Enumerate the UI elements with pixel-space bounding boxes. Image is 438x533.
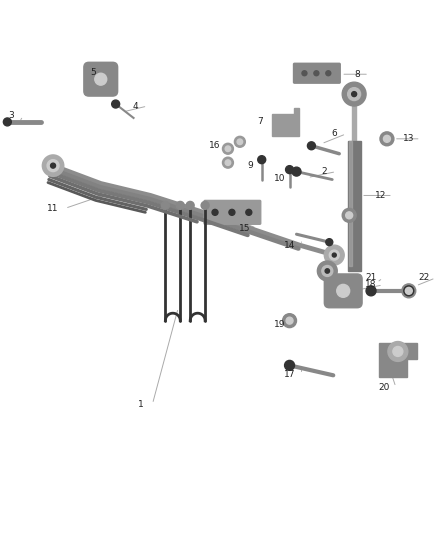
- Circle shape: [229, 209, 235, 215]
- Circle shape: [212, 209, 218, 215]
- Text: 15: 15: [239, 224, 251, 233]
- Circle shape: [388, 342, 408, 361]
- Circle shape: [348, 87, 360, 101]
- Circle shape: [325, 269, 329, 273]
- Circle shape: [47, 160, 59, 172]
- Circle shape: [332, 253, 336, 257]
- Circle shape: [302, 71, 307, 76]
- Text: 19: 19: [274, 320, 286, 329]
- Text: 3: 3: [8, 111, 14, 120]
- Polygon shape: [349, 141, 352, 266]
- Circle shape: [186, 201, 194, 209]
- Text: 18: 18: [365, 280, 377, 289]
- FancyBboxPatch shape: [324, 274, 362, 308]
- Circle shape: [342, 82, 366, 106]
- Circle shape: [246, 209, 252, 215]
- Circle shape: [326, 239, 333, 246]
- Circle shape: [285, 360, 294, 370]
- Circle shape: [237, 139, 243, 144]
- Text: 12: 12: [375, 191, 387, 200]
- Circle shape: [329, 250, 339, 260]
- Circle shape: [326, 71, 331, 76]
- Circle shape: [286, 317, 293, 324]
- Circle shape: [234, 136, 245, 147]
- Circle shape: [225, 146, 231, 151]
- Text: 6: 6: [332, 130, 337, 139]
- Text: 20: 20: [378, 383, 390, 392]
- Circle shape: [4, 118, 11, 126]
- Circle shape: [337, 285, 350, 297]
- Text: 14: 14: [284, 240, 295, 249]
- FancyBboxPatch shape: [204, 200, 261, 224]
- Circle shape: [318, 261, 337, 281]
- Text: 13: 13: [403, 134, 414, 143]
- Circle shape: [225, 160, 231, 165]
- Circle shape: [346, 212, 353, 219]
- Text: 2: 2: [321, 167, 327, 176]
- Text: 16: 16: [209, 141, 221, 150]
- Text: 17: 17: [284, 370, 295, 379]
- Circle shape: [393, 346, 403, 357]
- Circle shape: [201, 201, 209, 209]
- Circle shape: [286, 166, 293, 174]
- Circle shape: [402, 284, 416, 298]
- Text: 22: 22: [418, 273, 429, 282]
- Polygon shape: [348, 141, 360, 271]
- Polygon shape: [272, 108, 300, 136]
- Circle shape: [342, 208, 356, 222]
- Polygon shape: [352, 106, 357, 151]
- Circle shape: [112, 100, 120, 108]
- Polygon shape: [379, 343, 417, 377]
- Circle shape: [322, 265, 333, 277]
- Circle shape: [223, 143, 233, 154]
- FancyBboxPatch shape: [84, 62, 118, 96]
- Circle shape: [161, 201, 170, 209]
- Circle shape: [95, 73, 107, 85]
- Circle shape: [50, 163, 56, 168]
- Circle shape: [405, 287, 412, 294]
- Text: 8: 8: [354, 70, 360, 79]
- Text: 9: 9: [247, 161, 253, 170]
- Circle shape: [42, 154, 64, 177]
- Text: 21: 21: [365, 273, 377, 282]
- Circle shape: [258, 156, 266, 164]
- Text: 1: 1: [138, 400, 143, 409]
- Text: 5: 5: [90, 68, 95, 77]
- Circle shape: [314, 71, 319, 76]
- Circle shape: [366, 286, 376, 296]
- Circle shape: [324, 245, 344, 265]
- Circle shape: [404, 286, 414, 296]
- Circle shape: [292, 167, 301, 176]
- Text: 11: 11: [47, 204, 59, 213]
- Text: 10: 10: [274, 174, 286, 183]
- Circle shape: [380, 132, 394, 146]
- FancyBboxPatch shape: [293, 63, 340, 83]
- Text: 4: 4: [133, 101, 138, 110]
- Circle shape: [307, 142, 315, 150]
- Circle shape: [283, 314, 297, 328]
- Circle shape: [176, 201, 184, 209]
- Circle shape: [352, 92, 357, 96]
- Text: 7: 7: [257, 117, 263, 126]
- Circle shape: [223, 157, 233, 168]
- Circle shape: [383, 135, 390, 142]
